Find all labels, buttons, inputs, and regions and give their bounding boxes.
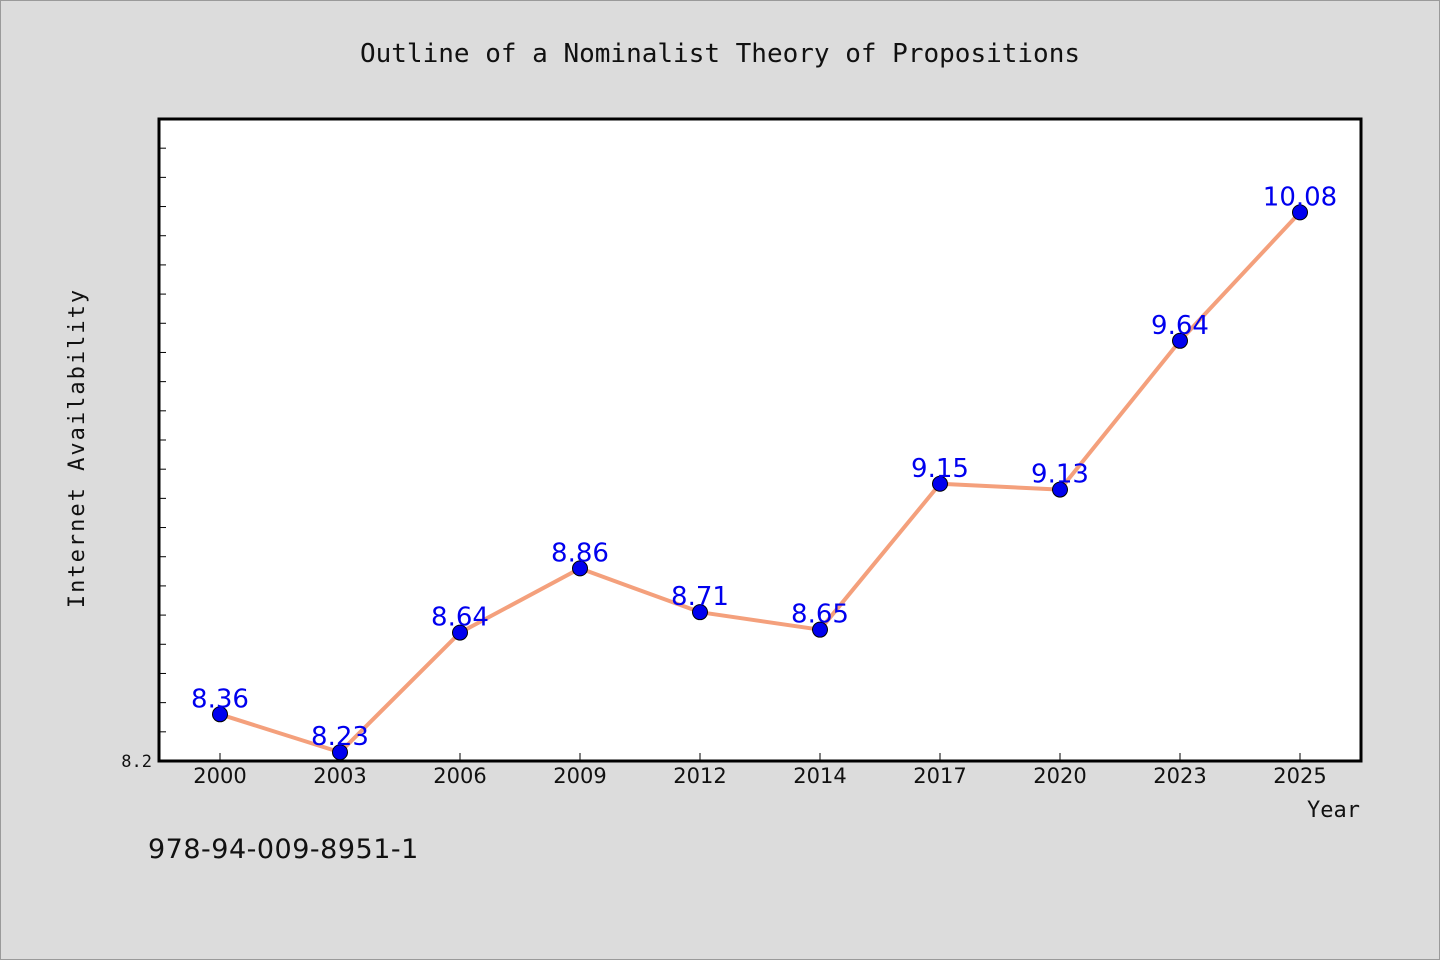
y-tick-label: 8.2: [121, 752, 152, 772]
data-point: [1172, 332, 1188, 349]
data-label: 8.86: [551, 538, 609, 568]
plot-area: [157, 117, 1363, 763]
x-tick-label: 2023: [1153, 764, 1206, 788]
y-axis-ticks: 8.2: [121, 118, 166, 772]
data-label: 8.65: [791, 600, 849, 630]
data-point: [932, 475, 948, 492]
data-point: [1052, 481, 1068, 498]
x-axis-ticks: 2000 2003 2006 2009 2012 2014 2017 2020 2023 2025: [193, 753, 1327, 788]
data-label: 10.08: [1263, 182, 1337, 212]
data-point: [692, 604, 708, 621]
x-tick-label: 2006: [433, 764, 486, 788]
x-tick-label: 2012: [673, 764, 726, 788]
x-axis-label: Year: [1307, 798, 1360, 823]
data-label: 9.64: [1151, 311, 1209, 341]
data-point: [572, 560, 588, 577]
chart-title: Outline of a Nominalist Theory of Propos…: [360, 39, 1080, 69]
data-point: [452, 624, 468, 641]
x-tick-label: 2003: [313, 764, 366, 788]
x-tick-label: 2000: [193, 764, 246, 788]
data-point: [212, 706, 228, 723]
data-label: 9.13: [1031, 460, 1089, 490]
isbn-text: 978-94-009-8951-1: [148, 834, 419, 865]
data-label: 8.71: [671, 582, 729, 612]
x-tick-label: 2009: [553, 764, 606, 788]
data-point: [1292, 204, 1308, 221]
series-group: 8.36 8.23 8.64 8.86 8.71 8.65 9.15 9.13 9.64 10.0…: [191, 182, 1337, 761]
data-label: 8.23: [311, 722, 369, 752]
data-label: 8.36: [191, 684, 249, 714]
series-line: [218, 210, 1302, 755]
x-tick-label: 2025: [1273, 764, 1326, 788]
y-axis-label: Internet Availability: [65, 288, 90, 608]
x-tick-label: 2017: [913, 764, 966, 788]
x-tick-label: 2014: [793, 764, 846, 788]
data-point: [812, 621, 828, 638]
data-point: [332, 744, 348, 761]
data-label: 8.64: [431, 603, 489, 633]
data-label: 9.15: [911, 454, 969, 484]
x-tick-label: 2020: [1033, 764, 1086, 788]
